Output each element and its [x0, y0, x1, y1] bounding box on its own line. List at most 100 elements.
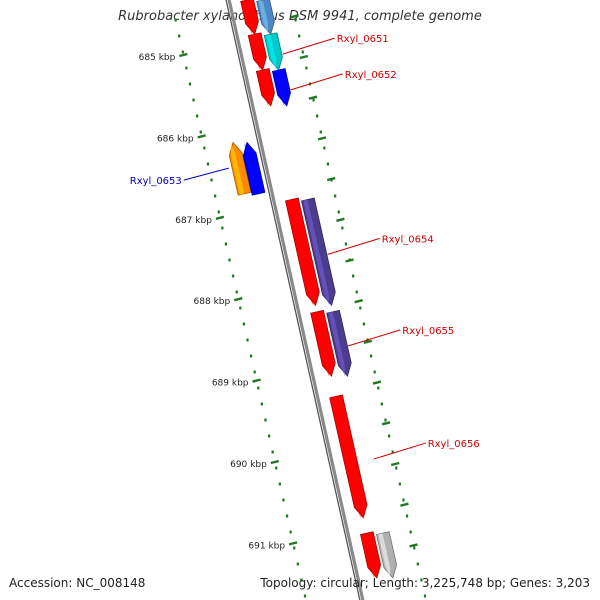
gene-rxyl-0652-feature-highlight: [274, 70, 285, 107]
guide-dot-left: [206, 162, 210, 166]
kbp-tick-right: [409, 543, 418, 548]
guide-dot-right: [380, 402, 383, 406]
guide-dot-left: [232, 274, 235, 278]
guide-dot-left: [203, 146, 206, 150]
kbp-tick-label: 689 kbp: [212, 379, 249, 389]
kbp-tick-right: [400, 502, 409, 507]
gene-unlabelled-7-cds: [360, 531, 382, 579]
guide-dot-right: [326, 162, 330, 166]
guide-dot-right: [369, 354, 373, 358]
guide-dot-right: [398, 482, 401, 486]
kbp-tick: [270, 459, 280, 465]
guide-dot-right: [416, 562, 419, 566]
guide-dot-right: [341, 226, 344, 230]
guide-dot-right: [377, 386, 380, 390]
guide-dot-left: [271, 450, 274, 454]
kbp-tick-right: [390, 461, 400, 467]
gene-rxyl-0652-label: Rxyl_0652: [345, 70, 397, 81]
guide-dot-left: [214, 194, 217, 198]
kbp-tick-right: [363, 339, 373, 345]
kbp-tick-right: [326, 176, 336, 182]
gene-unlabelled-6-feature: [256, 0, 275, 36]
guide-dot-right: [413, 546, 416, 550]
guide-dot-left: [174, 18, 177, 22]
guide-dot-left: [242, 322, 246, 326]
guide-dot-right: [391, 450, 394, 454]
kbp-tick-label: 688 kbp: [194, 297, 231, 307]
kbp-tick-right: [354, 299, 363, 304]
gene-rxyl-0655-label: Rxyl_0655: [402, 326, 454, 337]
guide-dot-left: [289, 530, 292, 534]
guide-dot-right: [301, 50, 304, 54]
kbp-tick-label: 685 kbp: [139, 53, 176, 63]
guide-dot-right: [352, 274, 355, 278]
map-title: Rubrobacter xylanophilus DSM 9941, compl…: [118, 9, 482, 24]
gene-rxyl-0651-feature: [263, 32, 283, 71]
gene-rxyl-0655-cds: [310, 309, 336, 377]
guide-dot-left: [264, 418, 267, 422]
gene-unlabelled-6-cds-highlight: [242, 0, 253, 35]
guide-dot-left: [282, 498, 285, 502]
guide-dot-left: [192, 98, 195, 102]
guide-dot-left: [199, 130, 202, 134]
guide-dot-right: [402, 498, 405, 502]
guide-dot-right: [298, 34, 301, 38]
gene-rxyl-0655-leader: [348, 329, 401, 347]
guide-dot-left: [210, 178, 213, 182]
kbp-tick: [252, 378, 261, 383]
guide-dot-right: [337, 210, 340, 214]
guide-dot-right: [384, 418, 387, 422]
guide-dot-left: [257, 386, 260, 390]
guide-dot-left: [303, 594, 307, 598]
gene-rxyl-0655-cds-highlight: [312, 311, 330, 377]
backbone-line-outer: [225, 0, 361, 600]
gene-rxyl-0653-feature-highlight: [244, 143, 259, 195]
tick-layer: [174, 14, 427, 598]
guide-dot-left: [278, 482, 281, 486]
accession-text: Accession: NC_008148: [9, 576, 146, 590]
kbp-tick-right: [381, 421, 391, 426]
genome-summary-text: Topology: circular; Length: 3,225,748 bp…: [260, 576, 590, 590]
backbone-layer: [225, 0, 365, 600]
guide-dot-right: [344, 242, 348, 246]
guide-dot-right: [334, 194, 337, 198]
gene-rxyl-0651-cds-highlight: [250, 34, 261, 71]
guide-dot-right: [373, 370, 376, 374]
kbp-tick-right: [345, 258, 354, 263]
gene-rxyl-0654-label: Rxyl_0654: [382, 234, 434, 245]
gene-rxyl-0654-cds: [285, 197, 320, 307]
guide-dot-right: [312, 98, 315, 102]
gene-unlabelled-7-feature-highlight: [378, 533, 391, 579]
kbp-tick-label: 686 kbp: [157, 134, 194, 144]
gene-rxyl-0653-leader: [183, 167, 229, 181]
guide-dot-left: [246, 338, 249, 342]
gene-rxyl-0654-feature: [301, 197, 336, 307]
guide-dot-left: [253, 370, 256, 374]
gene-unlabelled-6-cds: [240, 0, 259, 36]
kbp-tick: [179, 52, 188, 58]
gene-rxyl-0653-cds: [228, 141, 252, 196]
gene-rxyl-0651-leader: [282, 37, 335, 55]
gene-rxyl-0651-feature-highlight: [266, 34, 277, 71]
guide-dot-right: [395, 466, 398, 470]
guide-dot-right: [387, 434, 391, 438]
kbp-tick-right: [308, 95, 318, 100]
guide-dot-left: [224, 242, 228, 246]
guide-dot-left: [293, 546, 296, 550]
guide-dot-right: [405, 514, 409, 518]
guide-dot-left: [239, 306, 242, 310]
guide-dot-right: [355, 290, 358, 294]
guide-dot-right: [423, 594, 427, 598]
gene-rxyl-0653-feature: [242, 141, 266, 196]
gene-rxyl-0655-feature: [326, 309, 352, 377]
guide-dot-right: [319, 130, 322, 134]
guide-dot-left: [221, 226, 224, 230]
kbp-tick: [215, 215, 225, 220]
gene-rxyl-0654-feature-highlight: [303, 199, 330, 306]
gene-rxyl-0654-leader: [327, 237, 380, 255]
guide-dot-left: [300, 578, 303, 582]
gene-rxyl-0653-label: Rxyl_0653: [130, 176, 182, 187]
guide-dot-left: [178, 34, 181, 38]
gene-rxyl-0652-feature: [271, 68, 291, 107]
